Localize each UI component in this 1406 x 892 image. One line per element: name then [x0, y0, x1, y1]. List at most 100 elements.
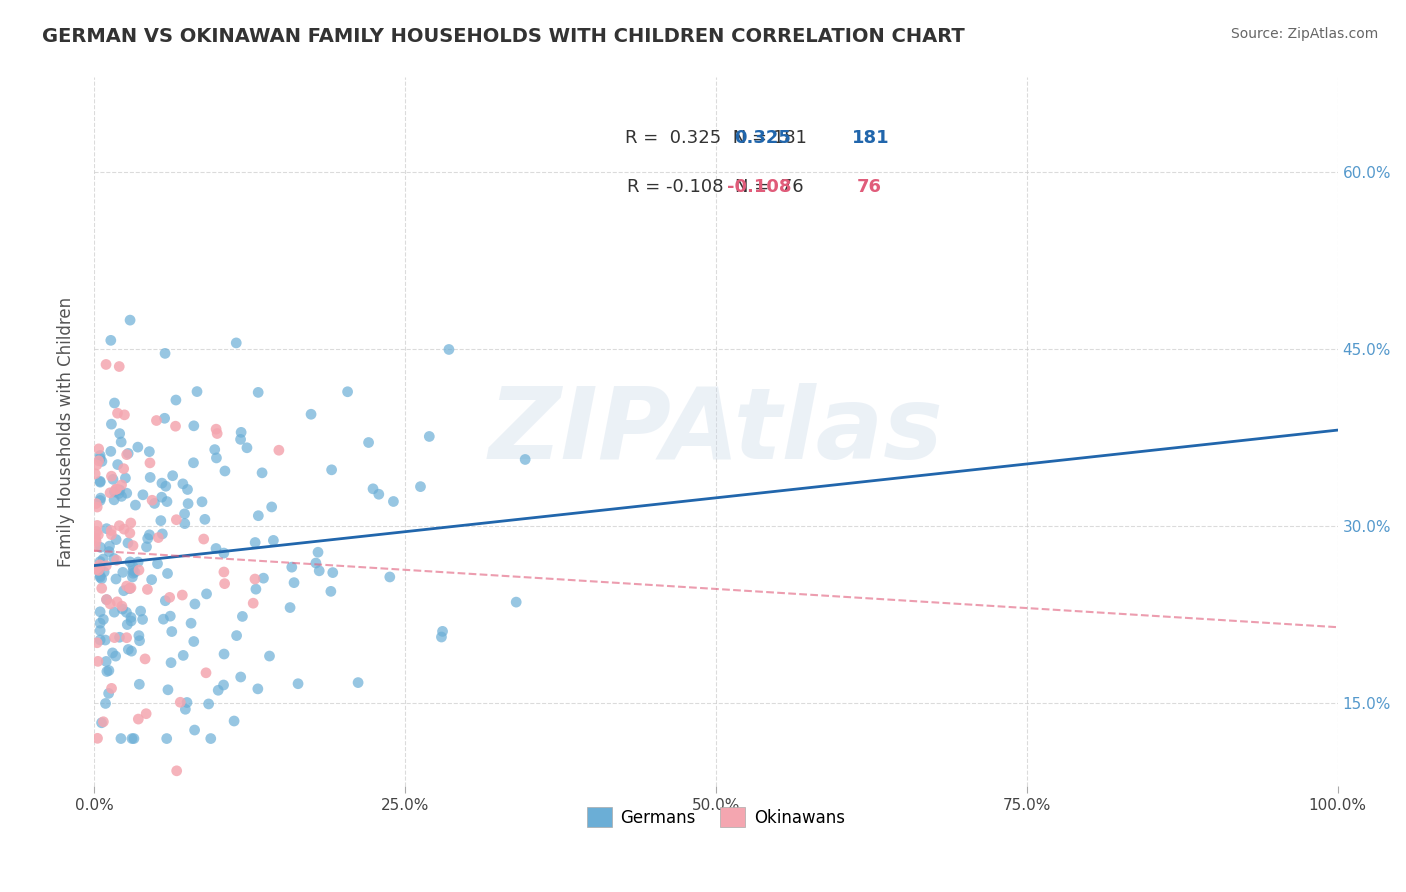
Point: [84, 532, 107, 546]
Point: [430, 630, 453, 644]
Point: [111, 566, 134, 580]
Point: [96, 558, 118, 573]
Point: [105, 553, 128, 567]
Point: [90, 715, 112, 730]
Point: [110, 435, 132, 450]
Point: [97, 686, 120, 700]
Point: [252, 571, 274, 585]
Point: [131, 612, 153, 626]
Point: [87, 563, 110, 577]
Point: [110, 731, 132, 746]
Point: [93, 565, 115, 579]
Point: [278, 600, 301, 615]
Point: [115, 486, 138, 500]
Point: [146, 557, 169, 571]
Point: [90, 454, 112, 468]
Point: [152, 612, 174, 626]
Point: [283, 575, 305, 590]
Point: [169, 695, 191, 709]
Point: [120, 313, 142, 327]
Point: [93, 612, 115, 626]
Point: [118, 555, 141, 569]
Point: [134, 652, 156, 666]
Point: [260, 500, 283, 514]
Text: R = -0.108  N =  76: R = -0.108 N = 76: [627, 178, 804, 196]
Point: [89, 558, 111, 572]
Point: [98, 597, 121, 611]
Point: [97, 664, 120, 678]
Point: [89, 493, 111, 508]
Point: [141, 573, 163, 587]
Point: [149, 514, 172, 528]
Point: [229, 670, 252, 684]
Point: [262, 533, 284, 548]
Point: [89, 568, 111, 582]
Point: [89, 555, 111, 569]
Point: [96, 592, 118, 607]
Point: [136, 582, 159, 597]
Point: [172, 648, 194, 663]
Point: [129, 604, 152, 618]
Point: [127, 555, 149, 569]
Point: [194, 512, 217, 526]
Point: [87, 454, 110, 468]
Point: [155, 479, 177, 493]
Point: [322, 566, 344, 580]
Point: [87, 442, 110, 456]
Point: [112, 461, 135, 475]
Point: [128, 633, 150, 648]
Point: [160, 656, 183, 670]
Point: [122, 539, 145, 553]
Point: [177, 497, 200, 511]
Point: [104, 483, 127, 497]
Text: ZIPAtlas: ZIPAtlas: [488, 383, 943, 480]
Point: [128, 677, 150, 691]
Text: -0.108: -0.108: [727, 178, 792, 196]
Point: [103, 631, 125, 645]
Point: [172, 588, 194, 602]
Point: [101, 646, 124, 660]
Point: [259, 648, 281, 663]
Point: [89, 475, 111, 489]
Point: [94, 697, 117, 711]
Point: [117, 617, 139, 632]
Point: [183, 456, 205, 470]
Point: [432, 624, 454, 639]
Point: [89, 541, 111, 555]
Point: [183, 723, 205, 737]
Point: [120, 516, 142, 530]
Point: [89, 605, 111, 619]
Point: [166, 764, 188, 778]
Point: [115, 448, 138, 462]
Point: [104, 572, 127, 586]
Point: [84, 497, 107, 511]
Point: [409, 480, 432, 494]
Text: 76: 76: [856, 178, 882, 196]
Point: [242, 596, 264, 610]
Point: [87, 654, 110, 668]
Point: [108, 630, 131, 644]
Point: [89, 451, 111, 466]
Point: [89, 632, 111, 647]
Point: [117, 446, 139, 460]
Point: [120, 581, 142, 595]
Legend: Germans, Okinawans: Germans, Okinawans: [581, 800, 852, 834]
Point: [231, 425, 253, 440]
Point: [89, 624, 111, 638]
Point: [184, 597, 207, 611]
Point: [357, 435, 380, 450]
Point: [124, 565, 146, 579]
Point: [382, 494, 405, 508]
Point: [84, 467, 107, 481]
Point: [176, 483, 198, 497]
Point: [112, 583, 135, 598]
Point: [308, 564, 330, 578]
Point: [378, 570, 401, 584]
Point: [132, 488, 155, 502]
Point: [287, 677, 309, 691]
Point: [128, 629, 150, 643]
Point: [139, 456, 162, 470]
Point: [165, 419, 187, 434]
Point: [183, 634, 205, 648]
Point: [195, 587, 218, 601]
